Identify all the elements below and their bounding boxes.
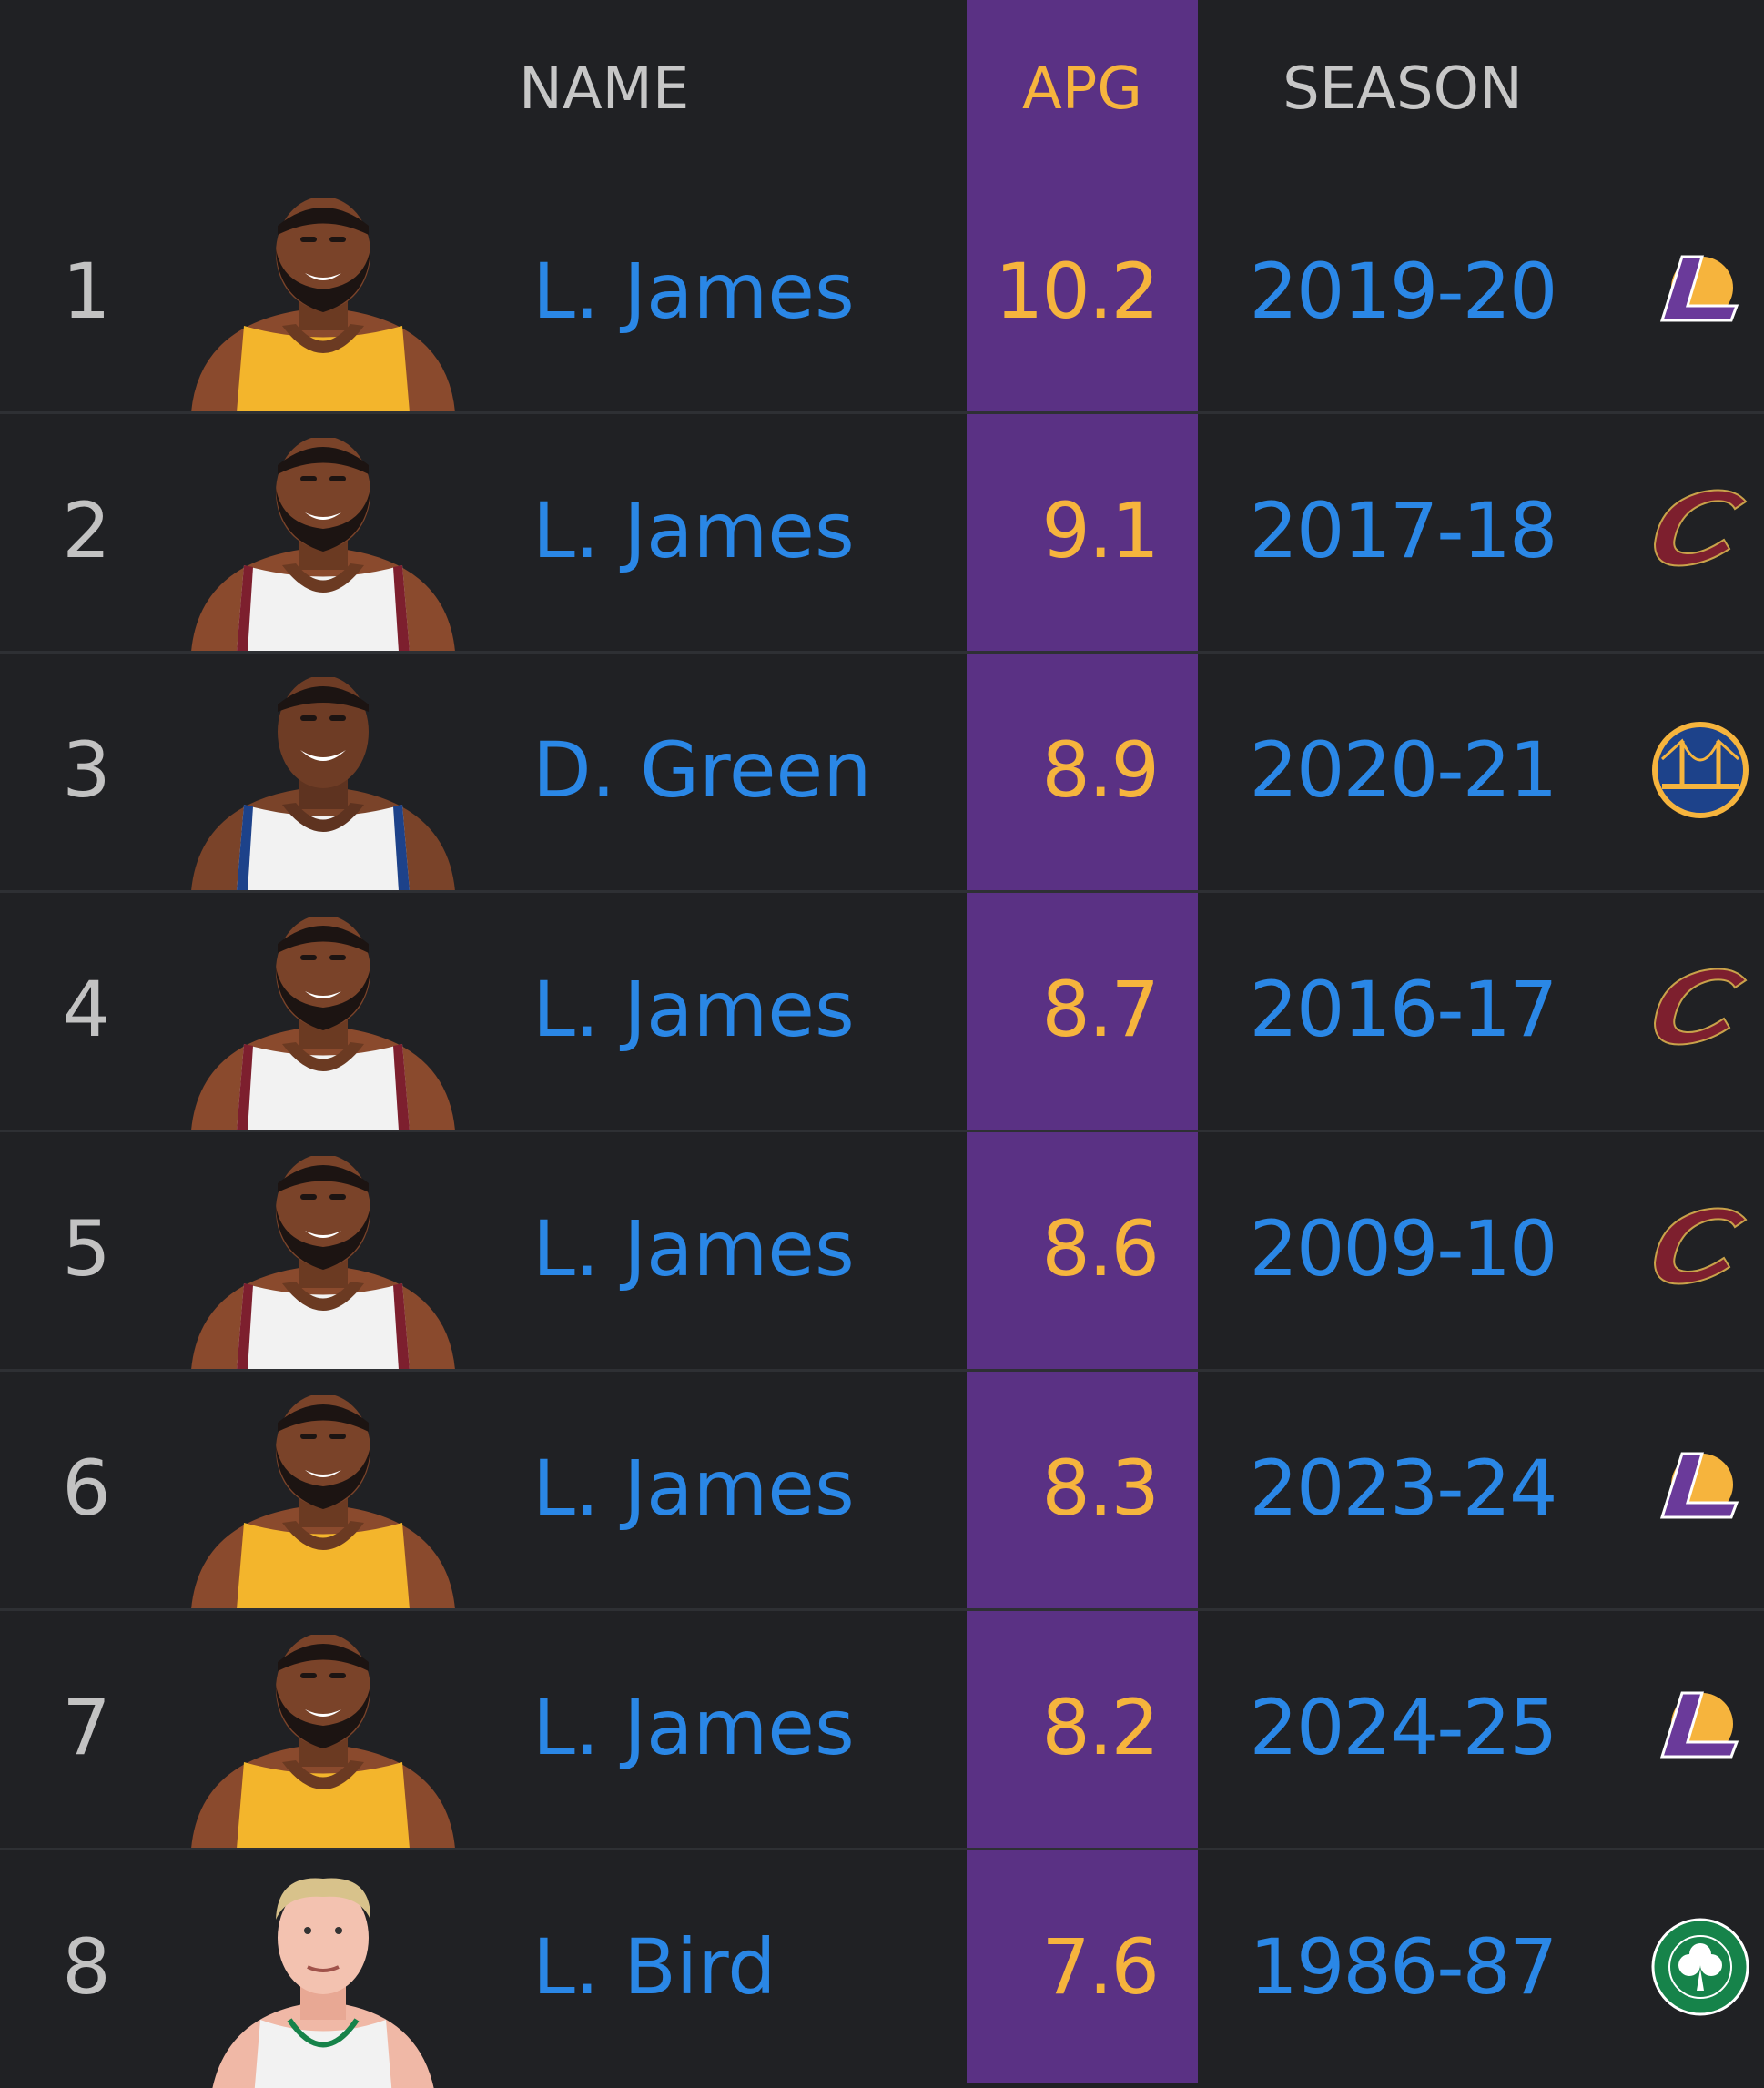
season-link[interactable]: 2009-10 xyxy=(1249,1204,1558,1293)
apg-column-highlight xyxy=(967,0,1198,2083)
rank-number: 2 xyxy=(62,486,111,575)
apg-value: 8.9 xyxy=(1041,725,1160,815)
player-name-link[interactable]: L. James xyxy=(532,486,855,575)
apg-value: 7.6 xyxy=(1041,1922,1160,2012)
season-link[interactable]: 2024-25 xyxy=(1249,1683,1558,1772)
player-name-link[interactable]: L. James xyxy=(532,1683,855,1772)
table-header: NAME APG SEASON xyxy=(0,0,1764,182)
player-avatar xyxy=(212,1878,434,2088)
apg-value: 8.7 xyxy=(1041,965,1160,1054)
table-row[interactable]: 2 L. James 9.1 2017-18 xyxy=(0,412,1764,654)
cavaliers-logo-icon xyxy=(1653,968,1748,1046)
season-link[interactable]: 2017-18 xyxy=(1249,486,1558,575)
cavaliers-logo-icon xyxy=(1653,489,1748,567)
season-link[interactable]: 2023-24 xyxy=(1249,1444,1558,1533)
table-row[interactable]: 6 L. James 8.3 2023-24 xyxy=(0,1370,1764,1611)
apg-value: 9.1 xyxy=(1041,486,1160,575)
column-header-season[interactable]: SEASON xyxy=(1282,56,1523,123)
player-avatar xyxy=(191,917,455,1130)
rank-number: 4 xyxy=(62,965,111,1054)
table-row[interactable]: 8 L. Bird 7.6 1986-87 xyxy=(0,1849,1764,2088)
table-row[interactable]: 5 L. James 8.6 2009-10 xyxy=(0,1130,1764,1372)
row-divider xyxy=(0,1848,1764,1850)
season-link[interactable]: 2020-21 xyxy=(1249,725,1558,815)
player-avatar xyxy=(191,198,455,412)
cavaliers-logo-icon xyxy=(1653,1207,1748,1285)
table-row[interactable]: 4 L. James 8.7 2016-17 xyxy=(0,891,1764,1132)
player-avatar xyxy=(191,1635,455,1849)
player-name-link[interactable]: L. James xyxy=(532,247,855,336)
lakers-logo-icon xyxy=(1659,255,1739,322)
player-avatar xyxy=(191,438,455,652)
apg-value: 8.3 xyxy=(1041,1444,1160,1533)
rank-number: 6 xyxy=(62,1444,111,1533)
season-link[interactable]: 1986-87 xyxy=(1249,1922,1558,2012)
table-row[interactable]: 3 D. Green 8.9 2020-21 xyxy=(0,652,1764,893)
player-name-link[interactable]: L. James xyxy=(532,1204,855,1293)
row-divider xyxy=(0,1130,1764,1132)
player-avatar xyxy=(191,1156,455,1370)
apg-value: 8.6 xyxy=(1041,1204,1160,1293)
lakers-logo-icon xyxy=(1659,1452,1739,1519)
row-divider xyxy=(0,1369,1764,1372)
rank-number: 7 xyxy=(62,1683,111,1772)
apg-value: 10.2 xyxy=(994,247,1160,336)
season-link[interactable]: 2016-17 xyxy=(1249,965,1558,1054)
column-header-apg[interactable]: APG xyxy=(1022,56,1142,123)
row-divider xyxy=(0,411,1764,414)
player-name-link[interactable]: L. James xyxy=(532,1444,855,1533)
player-avatar xyxy=(191,677,455,891)
player-name-link[interactable]: L. James xyxy=(532,965,855,1054)
rank-number: 3 xyxy=(62,725,111,815)
rank-number: 1 xyxy=(62,247,111,336)
player-name-link[interactable]: L. Bird xyxy=(532,1922,776,2012)
player-avatar xyxy=(191,1395,455,1609)
column-header-name[interactable]: NAME xyxy=(519,56,690,123)
lakers-logo-icon xyxy=(1659,1691,1739,1759)
celtics-logo-icon xyxy=(1651,1918,1749,2016)
table-row[interactable]: 7 L. James 8.2 2024-25 xyxy=(0,1609,1764,1850)
apg-value: 8.2 xyxy=(1041,1683,1160,1772)
table-row[interactable]: 1 L. James 10.2 2019-20 xyxy=(0,173,1764,414)
rank-number: 8 xyxy=(62,1922,111,2012)
row-divider xyxy=(0,1608,1764,1611)
player-name-link[interactable]: D. Green xyxy=(532,725,872,815)
row-divider xyxy=(0,651,1764,654)
warriors-logo-icon xyxy=(1652,722,1749,818)
season-link[interactable]: 2019-20 xyxy=(1249,247,1558,336)
row-divider xyxy=(0,890,1764,893)
rank-number: 5 xyxy=(62,1204,111,1293)
